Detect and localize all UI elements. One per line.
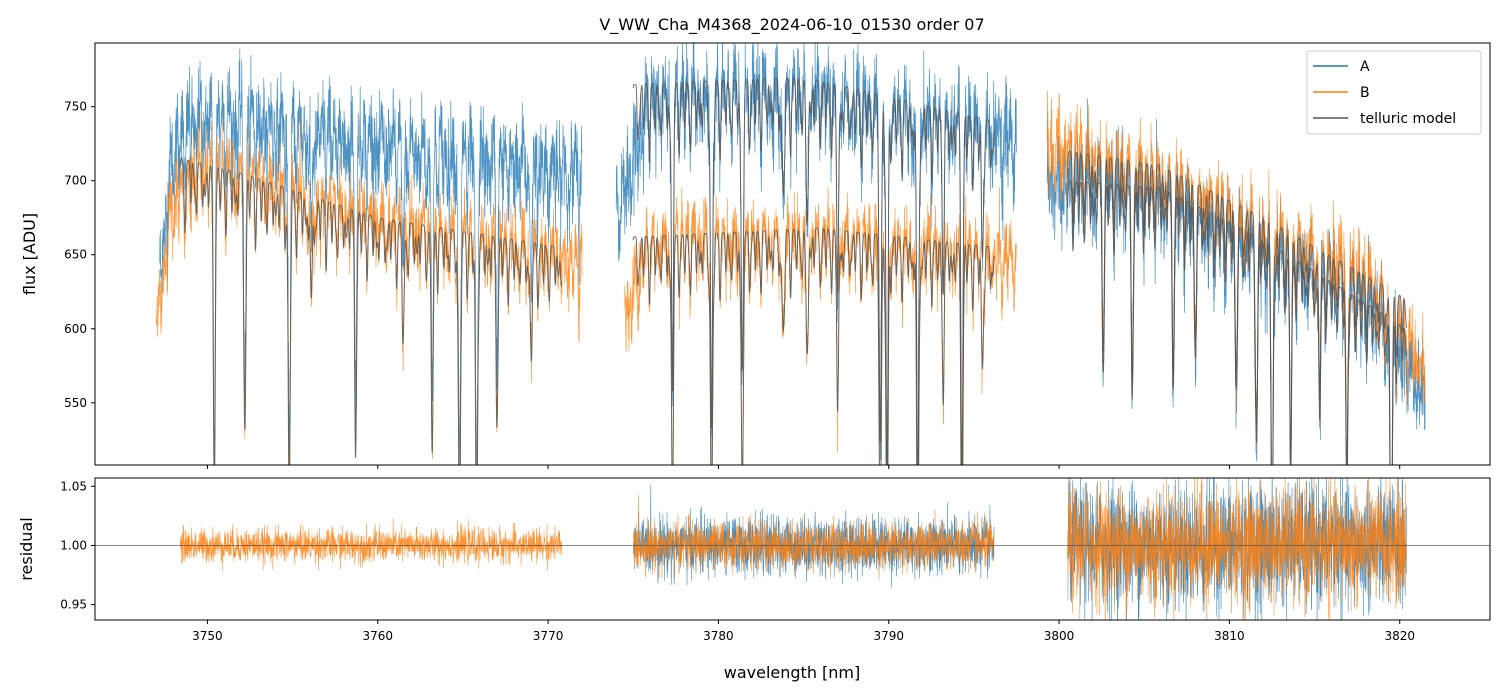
telluric-model-segment-0: [179, 158, 563, 465]
top-axes-frame: [94, 42, 1491, 466]
legend: A B telluric model: [1306, 50, 1482, 135]
bottom-plot-area: [95, 478, 1490, 620]
axes: 3750 3760 3770 3780 3790 3800 3810 3820 550 600 65…: [60, 100, 1415, 643]
top-y-tick-label: 650: [64, 248, 87, 262]
top-y-tick-label: 700: [64, 174, 87, 188]
series-a-segment-0: [159, 48, 583, 465]
series-b-segment-1: [624, 187, 1017, 465]
x-axis-label: wavelength [nm]: [724, 663, 861, 682]
legend-frame: [1306, 50, 1482, 135]
bottom-axes-frame: [94, 477, 1491, 621]
x-tick-label: 3790: [873, 629, 904, 643]
residual-b-segment-2: [1067, 478, 1407, 620]
x-tick-label: 3800: [1044, 629, 1075, 643]
top-y-tick-label: 550: [64, 396, 87, 410]
series-a-segment-1: [615, 43, 1017, 465]
bottom-y-tick-label: 1.00: [60, 538, 87, 552]
bottom-y-axis-label: residual: [17, 517, 36, 580]
bottom-y-tick-label: 1.05: [60, 479, 87, 493]
legend-label-a: A: [1360, 59, 1370, 75]
x-tick-label: 3820: [1384, 629, 1415, 643]
bottom-y-tick-label: 0.95: [60, 598, 87, 612]
residual-b-segment-1: [632, 494, 995, 581]
telluric-model-segment-1: [632, 77, 995, 465]
legend-label-telluric: telluric model: [1360, 111, 1456, 127]
x-tick-label: 3810: [1214, 629, 1245, 643]
top-y-tick-label: 600: [64, 322, 87, 336]
telluric-model-segment-2: [632, 227, 995, 465]
chart-title: V_WW_Cha_M4368_2024-06-10_01530 order 07: [599, 15, 984, 35]
top-plot-area: [155, 43, 1426, 465]
x-tick-label: 3750: [192, 629, 223, 643]
top-y-axis-label: flux [ADU]: [20, 213, 39, 295]
series-b-segment-0: [155, 112, 583, 465]
x-tick-label: 3780: [703, 629, 734, 643]
telluric-model-segment-4: [1067, 180, 1407, 465]
legend-label-b: B: [1360, 85, 1370, 101]
top-y-tick-label: 750: [64, 100, 87, 114]
residual-b-segment-0: [179, 518, 562, 572]
x-tick-label: 3770: [533, 629, 564, 643]
x-tick-label: 3760: [362, 629, 393, 643]
